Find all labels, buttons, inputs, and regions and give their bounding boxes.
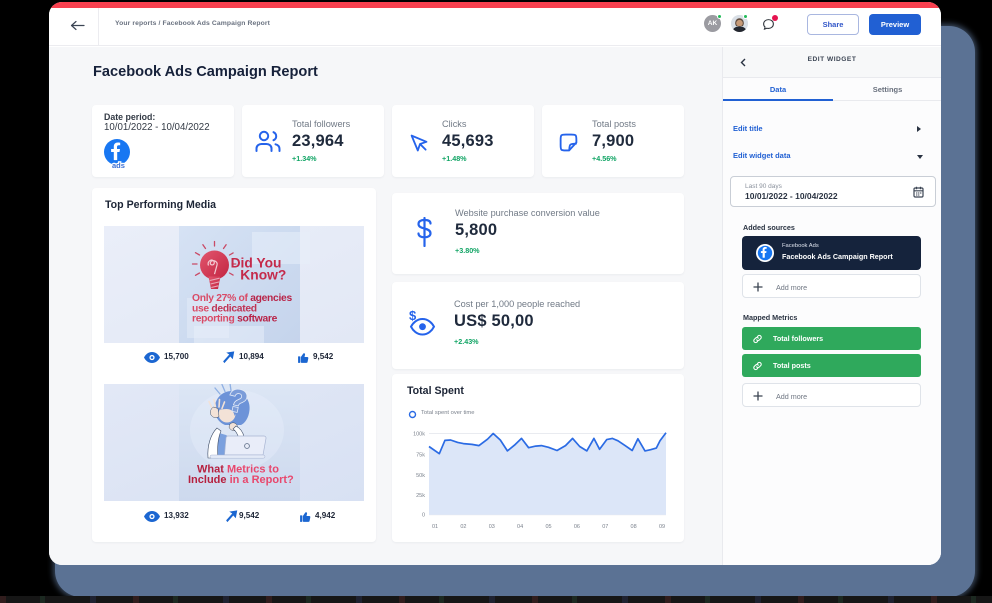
- svg-text:100k: 100k: [413, 432, 425, 438]
- svg-text:50k: 50k: [416, 473, 425, 479]
- svg-text:Include in a Report?: Include in a Report?: [188, 474, 294, 486]
- svg-text:07: 07: [602, 524, 608, 530]
- svg-text:0: 0: [422, 513, 425, 519]
- svg-text:use dedicated: use dedicated: [192, 303, 257, 314]
- svg-text:06: 06: [574, 524, 580, 530]
- svg-text:75k: 75k: [416, 452, 425, 458]
- svg-text:05: 05: [545, 524, 551, 530]
- svg-text:Only 27% of agencies: Only 27% of agencies: [192, 293, 292, 304]
- svg-text:ads: ads: [112, 161, 125, 170]
- svg-text:$: $: [409, 309, 417, 323]
- svg-text:03: 03: [489, 524, 495, 530]
- svg-text:What Metrics to: What Metrics to: [197, 463, 279, 475]
- svg-text:reporting software: reporting software: [192, 314, 278, 325]
- svg-text:25k: 25k: [416, 493, 425, 499]
- svg-text:02: 02: [460, 524, 466, 530]
- svg-text:Know?: Know?: [240, 268, 286, 283]
- svg-text:Did You: Did You: [231, 255, 282, 270]
- svg-text:04: 04: [517, 524, 523, 530]
- svg-text:09: 09: [659, 524, 665, 530]
- svg-text:01: 01: [432, 524, 438, 530]
- svg-text:08: 08: [631, 524, 637, 530]
